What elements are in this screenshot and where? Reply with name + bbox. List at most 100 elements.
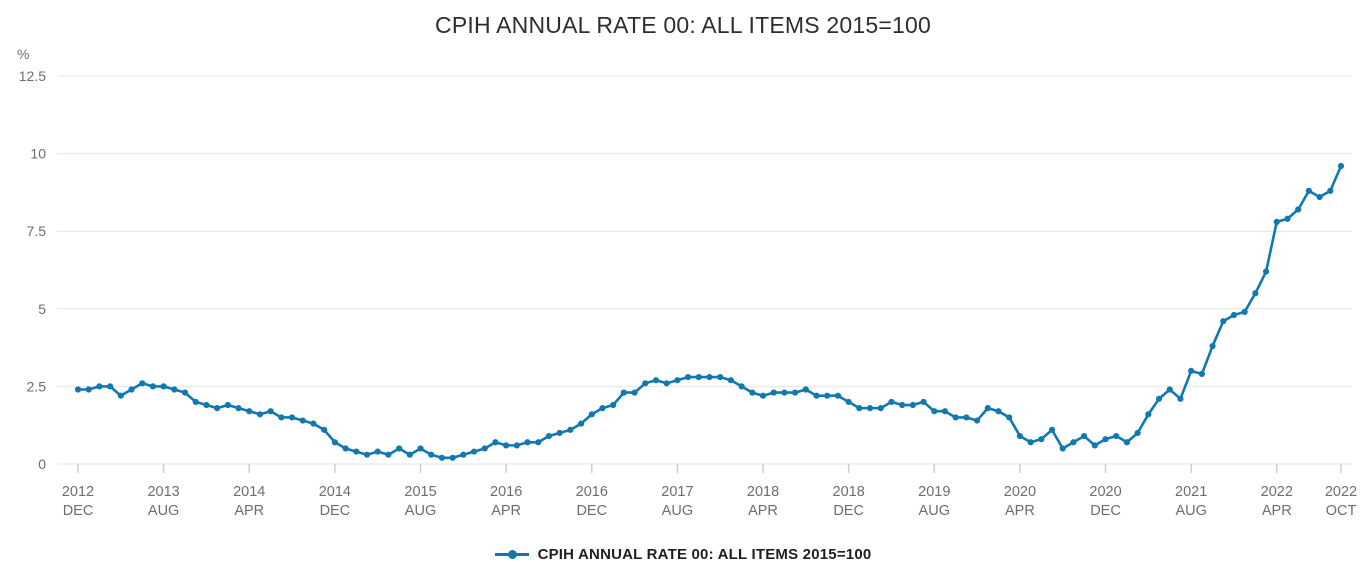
data-point[interactable] [984, 405, 991, 412]
data-point[interactable] [888, 398, 895, 406]
data-point[interactable] [1113, 432, 1120, 440]
data-point[interactable] [577, 420, 585, 427]
data-point[interactable] [203, 401, 210, 409]
data-point[interactable] [460, 451, 467, 458]
data-point[interactable] [149, 383, 157, 390]
data-point[interactable] [1284, 215, 1291, 222]
data-point[interactable] [503, 442, 510, 449]
data-point[interactable] [1145, 411, 1152, 418]
data-point[interactable] [438, 454, 446, 461]
data-point[interactable] [417, 445, 424, 452]
data-point[interactable] [1316, 193, 1323, 201]
data-point[interactable] [74, 386, 82, 393]
data-point[interactable] [1123, 439, 1131, 446]
data-point[interactable] [1188, 367, 1195, 374]
data-point[interactable] [556, 429, 563, 437]
data-point[interactable] [85, 386, 92, 393]
data-point[interactable] [952, 414, 959, 421]
data-point[interactable] [1241, 308, 1248, 315]
data-point[interactable] [117, 392, 124, 399]
series-line[interactable] [76, 164, 1343, 460]
data-point[interactable] [96, 383, 103, 390]
data-point[interactable] [246, 408, 253, 415]
legend[interactable]: CPIH ANNUAL RATE 00: ALL ITEMS 2015=100 [0, 546, 1366, 563]
data-point[interactable] [1220, 318, 1227, 325]
data-point[interactable] [192, 398, 199, 406]
data-point[interactable] [1166, 386, 1173, 393]
data-point[interactable] [620, 389, 627, 396]
data-point[interactable] [374, 448, 381, 455]
data-point[interactable] [235, 405, 242, 412]
data-point[interactable] [695, 373, 702, 381]
data-point[interactable] [406, 451, 413, 458]
data-point[interactable] [342, 445, 349, 452]
data-point[interactable] [663, 380, 670, 387]
data-point[interactable] [545, 432, 553, 440]
data-point[interactable] [845, 398, 852, 406]
data-point[interactable] [652, 377, 660, 384]
data-point[interactable] [481, 445, 488, 452]
data-point[interactable] [299, 417, 306, 424]
data-point[interactable] [1070, 439, 1077, 446]
data-point[interactable] [1016, 432, 1024, 440]
data-point[interactable] [909, 401, 916, 409]
data-point[interactable] [834, 392, 842, 399]
data-point[interactable] [1081, 432, 1088, 440]
data-point[interactable] [1273, 218, 1280, 225]
data-point[interactable] [181, 389, 189, 396]
data-point[interactable] [1327, 187, 1334, 194]
data-point[interactable] [1305, 187, 1312, 194]
data-point[interactable] [856, 405, 863, 412]
data-point[interactable] [759, 392, 767, 399]
data-point[interactable] [214, 405, 221, 412]
data-point[interactable] [1209, 342, 1216, 350]
data-point[interactable] [1262, 268, 1270, 275]
data-point[interactable] [256, 411, 264, 418]
data-point[interactable] [353, 448, 360, 455]
data-point[interactable] [963, 414, 970, 421]
data-point[interactable] [524, 439, 531, 446]
data-point[interactable] [588, 411, 595, 418]
data-point[interactable] [1038, 436, 1045, 443]
data-point[interactable] [1177, 395, 1184, 402]
data-point[interactable] [792, 389, 799, 396]
data-point[interactable] [920, 398, 927, 406]
data-point[interactable] [535, 439, 542, 446]
data-point[interactable] [1230, 311, 1238, 319]
data-point[interactable] [288, 414, 296, 421]
data-point[interactable] [1006, 414, 1013, 421]
data-point[interactable] [931, 408, 938, 415]
data-point[interactable] [278, 414, 285, 421]
data-point[interactable] [824, 392, 831, 399]
data-point[interactable] [171, 386, 178, 393]
data-point[interactable] [107, 383, 114, 390]
data-point[interactable] [1027, 439, 1034, 446]
data-point[interactable] [513, 442, 520, 449]
data-point[interactable] [749, 389, 756, 396]
data-point[interactable] [813, 392, 820, 399]
data-point[interactable] [1091, 442, 1098, 449]
data-point[interactable] [599, 405, 606, 412]
data-point[interactable] [224, 401, 231, 409]
data-point[interactable] [385, 451, 392, 458]
data-point[interactable] [331, 439, 338, 446]
data-point[interactable] [995, 408, 1002, 415]
data-point[interactable] [973, 417, 981, 424]
data-point[interactable] [1134, 429, 1141, 437]
data-point[interactable] [1048, 426, 1056, 433]
data-point[interactable] [642, 380, 649, 387]
data-point[interactable] [631, 389, 638, 396]
data-point[interactable] [321, 426, 328, 433]
data-point[interactable] [160, 383, 167, 390]
data-point[interactable] [738, 383, 745, 390]
data-point[interactable] [1102, 436, 1109, 443]
data-point[interactable] [674, 377, 681, 384]
data-point[interactable] [449, 454, 456, 461]
data-point[interactable] [610, 401, 617, 409]
data-point[interactable] [1059, 445, 1066, 452]
data-point[interactable] [310, 420, 317, 427]
data-point[interactable] [684, 373, 692, 381]
data-point[interactable] [1252, 290, 1259, 297]
data-point[interactable] [470, 448, 478, 455]
data-point[interactable] [128, 386, 135, 393]
